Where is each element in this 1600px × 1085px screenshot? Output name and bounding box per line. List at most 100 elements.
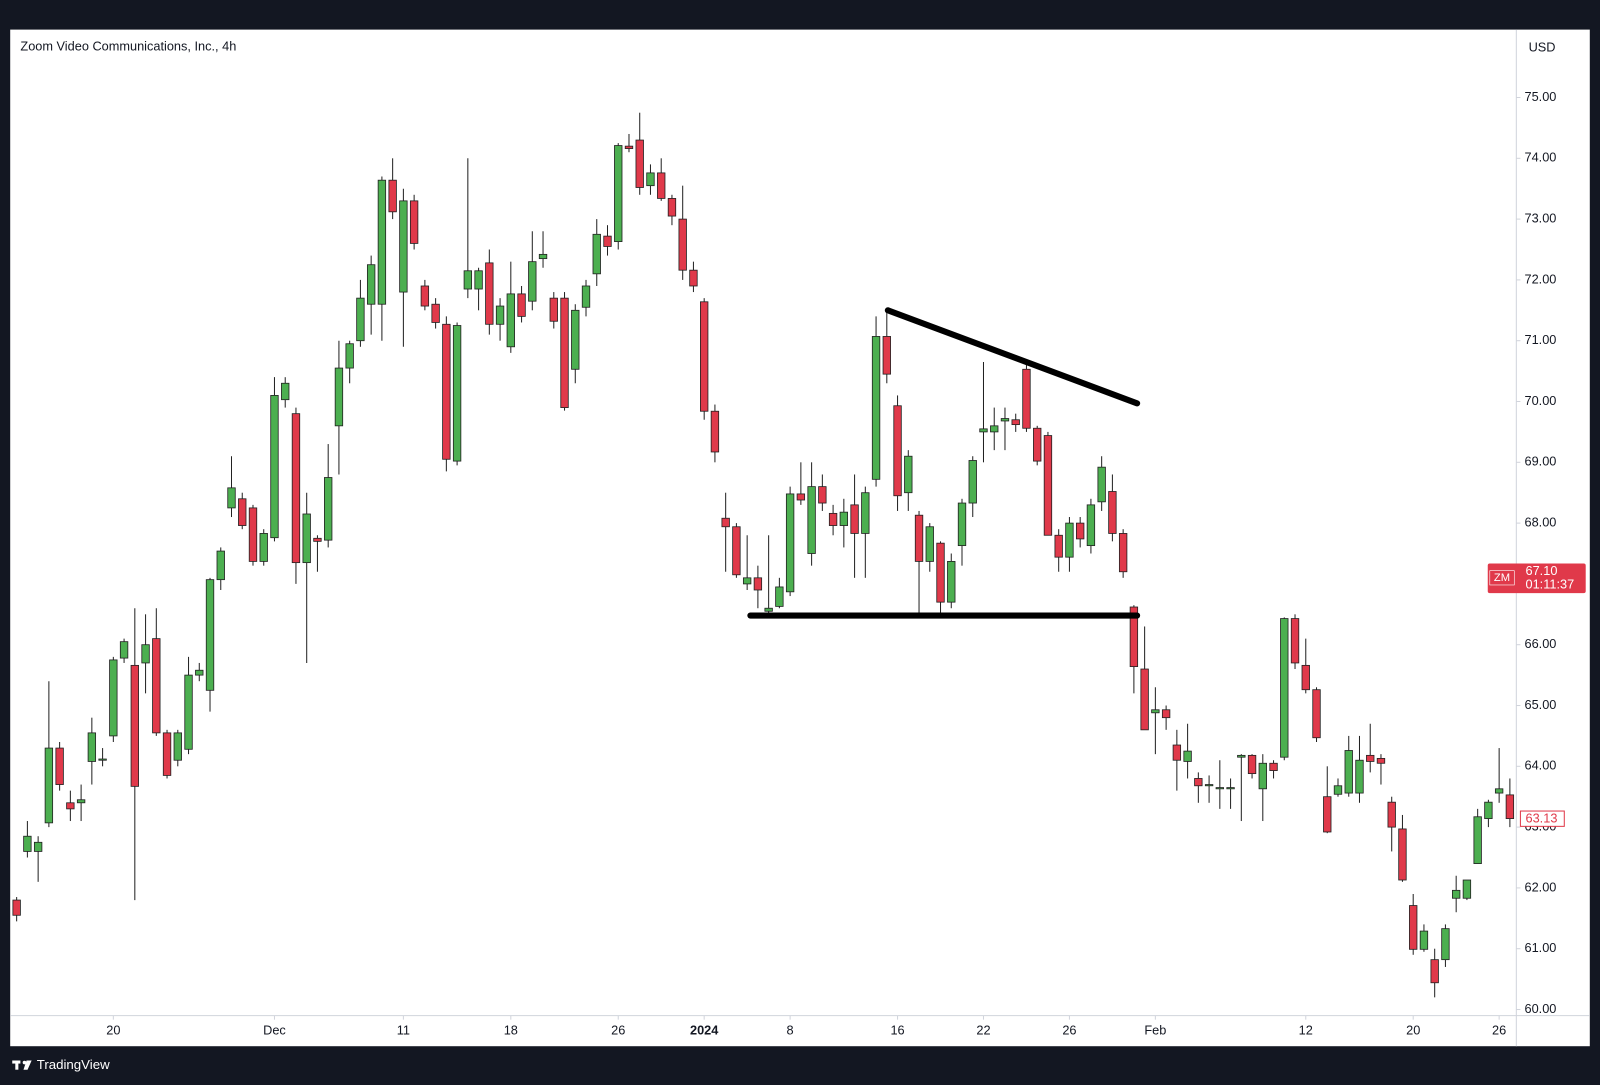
candle-body	[753, 577, 763, 591]
candle-body	[377, 179, 387, 305]
candle-body	[839, 511, 849, 526]
candle-body	[152, 638, 161, 734]
candle-body	[1161, 709, 1171, 719]
candle-body	[1043, 435, 1053, 536]
candle-body	[474, 270, 483, 290]
candle-body	[538, 253, 548, 260]
trendline	[884, 307, 1141, 407]
candle-body	[828, 512, 838, 526]
candle-body	[592, 233, 601, 275]
candle-body	[1398, 828, 1407, 881]
candle-body	[248, 507, 258, 562]
candle-body	[388, 179, 397, 213]
candle-body	[1344, 750, 1353, 794]
candle-body	[1333, 785, 1343, 795]
candle-body	[1172, 744, 1182, 761]
candle-body	[1280, 618, 1289, 758]
candle-body	[1183, 750, 1192, 762]
candle-body	[936, 542, 945, 603]
logo	[12, 1060, 32, 1070]
candle-body	[925, 526, 934, 562]
y-tick-label: 71.00	[1524, 332, 1556, 347]
candle-body	[581, 285, 591, 308]
candle-body	[979, 428, 988, 433]
candle-body	[1387, 801, 1396, 828]
candle-body	[1376, 757, 1386, 764]
candle-body	[721, 517, 730, 528]
candle-body	[947, 561, 956, 603]
candle-body	[1054, 534, 1063, 558]
candle-body	[904, 455, 913, 494]
candle-body	[66, 802, 75, 810]
candle-body	[646, 172, 655, 187]
y-tick-label: 74.00	[1524, 150, 1556, 165]
candle-body	[12, 899, 21, 916]
candle-body	[119, 641, 129, 659]
candle-body	[259, 533, 268, 562]
x-tick-label: 26	[1062, 1022, 1076, 1037]
candle-body	[667, 198, 677, 217]
x-tick-label: 8	[787, 1022, 794, 1037]
candle-body	[571, 309, 580, 370]
candle-body	[291, 413, 301, 564]
candle-body	[1366, 754, 1375, 762]
candle-body	[1000, 418, 1010, 422]
candle-body	[1237, 754, 1246, 758]
candle-body	[1505, 794, 1515, 820]
candle-body	[1269, 762, 1278, 771]
candle-body	[1409, 905, 1418, 950]
x-tick-label: 12	[1299, 1022, 1313, 1037]
currency: USD	[1529, 39, 1556, 54]
candle-body	[624, 145, 634, 149]
last-price-box	[1519, 810, 1565, 827]
x-tick-label: 26	[611, 1022, 625, 1037]
y-tick-label: 69.00	[1524, 454, 1556, 469]
x-tick-label: 20	[106, 1022, 120, 1037]
candle-body	[1151, 709, 1160, 714]
candle-body	[356, 297, 365, 342]
candle-body	[1301, 664, 1310, 691]
candles	[12, 112, 1515, 998]
candle-body	[764, 607, 773, 612]
price-tag-countdown: 01:11:37	[1526, 576, 1575, 591]
y-tick-label: 66.00	[1524, 636, 1556, 651]
candle-body	[1441, 928, 1450, 961]
candle-body	[957, 502, 967, 547]
candle-body	[205, 579, 215, 691]
candle-body	[1494, 788, 1504, 794]
candle-body	[366, 264, 376, 305]
candle-body	[334, 367, 344, 427]
x-tick-label: 2024	[690, 1022, 719, 1037]
candle-body	[850, 504, 859, 534]
x-tick-label: 18	[504, 1022, 518, 1037]
candle-body	[227, 487, 236, 509]
candle-body	[1076, 522, 1085, 540]
candle-body	[506, 293, 515, 348]
candle-body	[1097, 466, 1106, 503]
candle-body	[700, 301, 709, 412]
x-tick-label: 22	[976, 1022, 990, 1037]
candle-body	[1355, 759, 1364, 794]
candle-body	[313, 537, 322, 542]
x-tick-label: 16	[890, 1022, 904, 1037]
candle-body	[420, 285, 430, 307]
candle-body	[281, 382, 290, 401]
candle-body	[1419, 930, 1429, 950]
candle-body	[1226, 787, 1235, 790]
candle-body	[173, 732, 182, 761]
last-price-label: 63.13	[1526, 811, 1558, 826]
panel	[10, 29, 1590, 1047]
candle-body	[968, 460, 977, 504]
candle-body	[345, 343, 354, 369]
candle-body	[184, 674, 193, 750]
candle-body	[485, 262, 494, 325]
chart-title: Zoom Video Communications, Inc., 4h	[20, 38, 236, 53]
price-tag-label: 67.10	[1526, 563, 1558, 578]
candle-body	[1011, 419, 1020, 426]
candle-body	[1140, 668, 1149, 731]
candle-body	[871, 336, 881, 480]
candle-body	[689, 269, 698, 287]
candle-body	[463, 270, 473, 290]
